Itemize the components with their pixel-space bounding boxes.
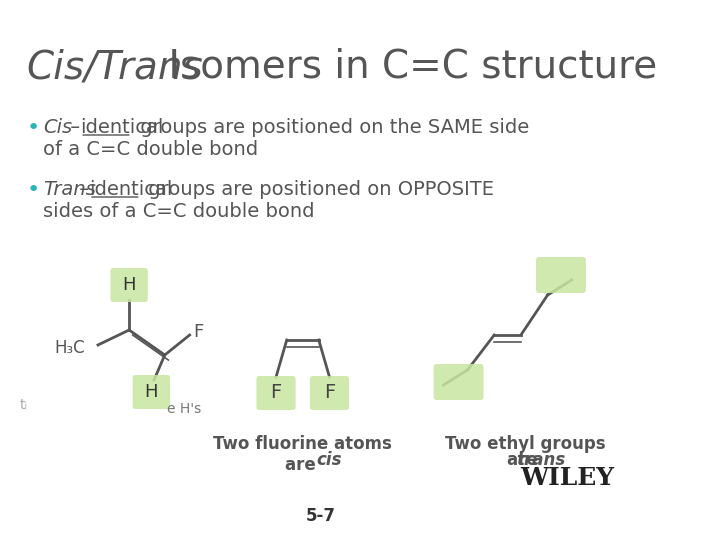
- Text: F: F: [271, 383, 282, 402]
- Text: sides of a C=C double bond: sides of a C=C double bond: [42, 202, 314, 221]
- Text: groups are positioned on the SAME side: groups are positioned on the SAME side: [134, 118, 528, 137]
- Text: •: •: [27, 118, 40, 138]
- Text: Cis: Cis: [42, 118, 72, 137]
- Text: –: –: [73, 180, 95, 199]
- Text: cis: cis: [317, 451, 342, 469]
- Text: F: F: [193, 323, 204, 341]
- FancyBboxPatch shape: [256, 376, 296, 410]
- FancyBboxPatch shape: [132, 375, 170, 409]
- Text: trans: trans: [516, 451, 565, 469]
- Text: WILEY: WILEY: [521, 466, 614, 490]
- Text: groups are positioned on OPPOSITE: groups are positioned on OPPOSITE: [143, 180, 495, 199]
- Text: tᵢ: tᵢ: [19, 398, 27, 412]
- FancyBboxPatch shape: [433, 364, 484, 400]
- Text: F: F: [324, 383, 335, 402]
- FancyBboxPatch shape: [536, 257, 586, 293]
- Text: •: •: [27, 180, 40, 200]
- Text: e H's: e H's: [166, 402, 201, 416]
- Text: are: are: [507, 451, 544, 469]
- Text: of a C=C double bond: of a C=C double bond: [42, 140, 258, 159]
- Text: H: H: [122, 276, 136, 294]
- FancyBboxPatch shape: [310, 376, 349, 410]
- Text: identical: identical: [80, 118, 163, 137]
- Text: Trans: Trans: [42, 180, 96, 199]
- Text: –: –: [64, 118, 86, 137]
- FancyBboxPatch shape: [110, 268, 148, 302]
- Text: Cis/Trans: Cis/Trans: [27, 48, 204, 86]
- Text: H₃C: H₃C: [54, 339, 84, 357]
- Text: 5-7: 5-7: [305, 507, 336, 525]
- Text: Two ethyl groups: Two ethyl groups: [445, 435, 606, 453]
- Text: identical: identical: [89, 180, 172, 199]
- Text: H: H: [145, 383, 158, 401]
- Text: Two fluorine atoms
are: Two fluorine atoms are: [213, 435, 392, 474]
- Text: Isomers in C=C structure: Isomers in C=C structure: [156, 48, 657, 86]
